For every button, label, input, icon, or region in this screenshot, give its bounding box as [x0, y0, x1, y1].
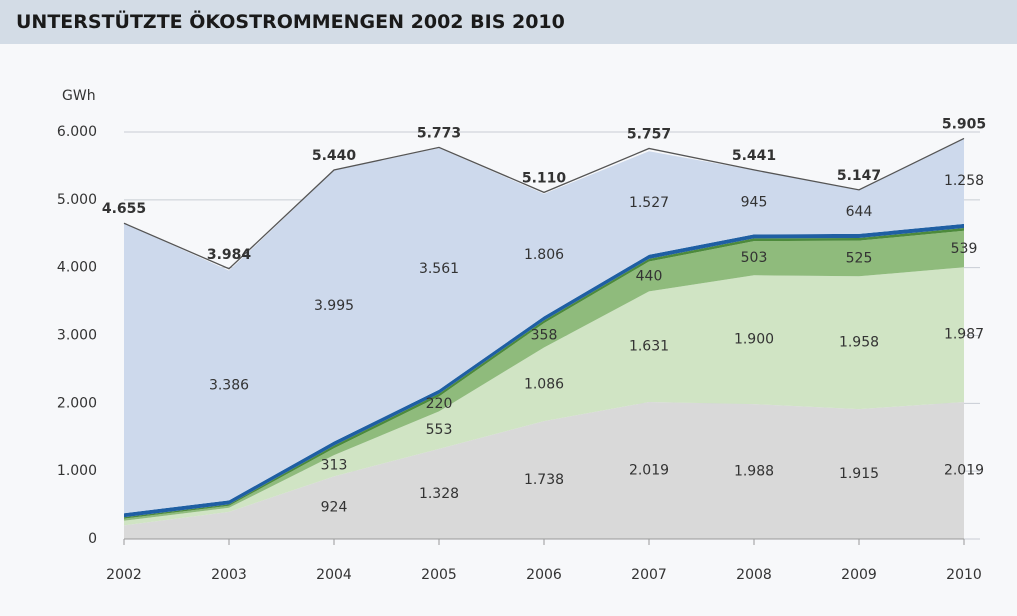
area [124, 138, 964, 514]
data-label: 924 [321, 500, 348, 516]
data-label: 1.738 [524, 472, 564, 488]
x-tick-label: 2002 [106, 567, 142, 583]
data-label: 1.987 [944, 327, 984, 343]
y-tick-label: 6.000 [57, 124, 97, 140]
data-label: 1.806 [524, 247, 564, 263]
data-label: 313 [321, 458, 348, 474]
data-label: 553 [426, 422, 453, 438]
data-label: 1.958 [839, 335, 879, 351]
y-tick-label: 1.000 [57, 463, 97, 479]
total-label: 5.147 [837, 168, 881, 184]
data-label: 1.527 [629, 195, 669, 211]
area [124, 230, 964, 521]
data-label: 1.086 [524, 376, 564, 392]
data-label: 503 [741, 250, 768, 266]
data-label: 2.019 [629, 463, 669, 479]
data-label: 1.258 [944, 173, 984, 189]
data-label: 440 [636, 268, 663, 284]
data-label: 3.561 [419, 261, 459, 277]
total-label: 5.441 [732, 148, 776, 164]
area [124, 402, 964, 539]
y-tick-label: 2.000 [57, 395, 97, 411]
y-tick-label: 5.000 [57, 192, 97, 208]
area [124, 267, 964, 526]
data-label: 525 [846, 250, 873, 266]
data-label: 2.019 [944, 463, 984, 479]
data-label: 1.328 [419, 486, 459, 502]
total-line [123, 137, 965, 270]
x-tick-label: 2007 [631, 567, 667, 583]
area [124, 223, 964, 518]
data-label: 1.988 [734, 464, 774, 480]
total-label: 5.757 [627, 126, 671, 142]
y-axis-label: GWh [62, 88, 96, 104]
x-tick-label: 2003 [211, 567, 247, 583]
x-tick-label: 2006 [526, 567, 562, 583]
total-label: 5.905 [942, 116, 986, 132]
x-tick-label: 2009 [841, 567, 877, 583]
area [124, 227, 964, 519]
data-label: 3.995 [314, 298, 354, 314]
x-tick-label: 2005 [421, 567, 457, 583]
data-label: 3.386 [209, 377, 249, 393]
data-label: 1.631 [629, 339, 669, 355]
title-bar: UNTERSTÜTZTE ÖKOSTROMMENGEN 2002 BIS 201… [0, 0, 1017, 44]
x-tick-label: 2010 [946, 567, 982, 583]
x-tick-label: 2004 [316, 567, 352, 583]
y-tick-label: 0 [88, 531, 97, 547]
total-label: 5.440 [312, 148, 357, 164]
data-label: 644 [846, 204, 873, 220]
data-label: 1.915 [839, 466, 879, 482]
data-label: 358 [531, 327, 558, 343]
total-label: 4.655 [102, 201, 146, 217]
x-tick-label: 2008 [736, 567, 772, 583]
total-label: 3.984 [207, 247, 252, 263]
chart-title: UNTERSTÜTZTE ÖKOSTROMMENGEN 2002 BIS 201… [16, 11, 565, 33]
data-label: 539 [951, 241, 978, 257]
data-label: 1.900 [734, 332, 774, 348]
total-label: 5.773 [417, 125, 461, 141]
data-label: 945 [741, 194, 768, 210]
chart: GWh 0 1.000 2.000 3.000 4.000 5.000 6.000 4.655… [57, 88, 986, 583]
y-tick-label: 3.000 [57, 328, 97, 344]
data-label: 220 [426, 396, 453, 412]
total-label: 5.110 [522, 170, 567, 186]
y-tick-label: 4.000 [57, 260, 97, 276]
